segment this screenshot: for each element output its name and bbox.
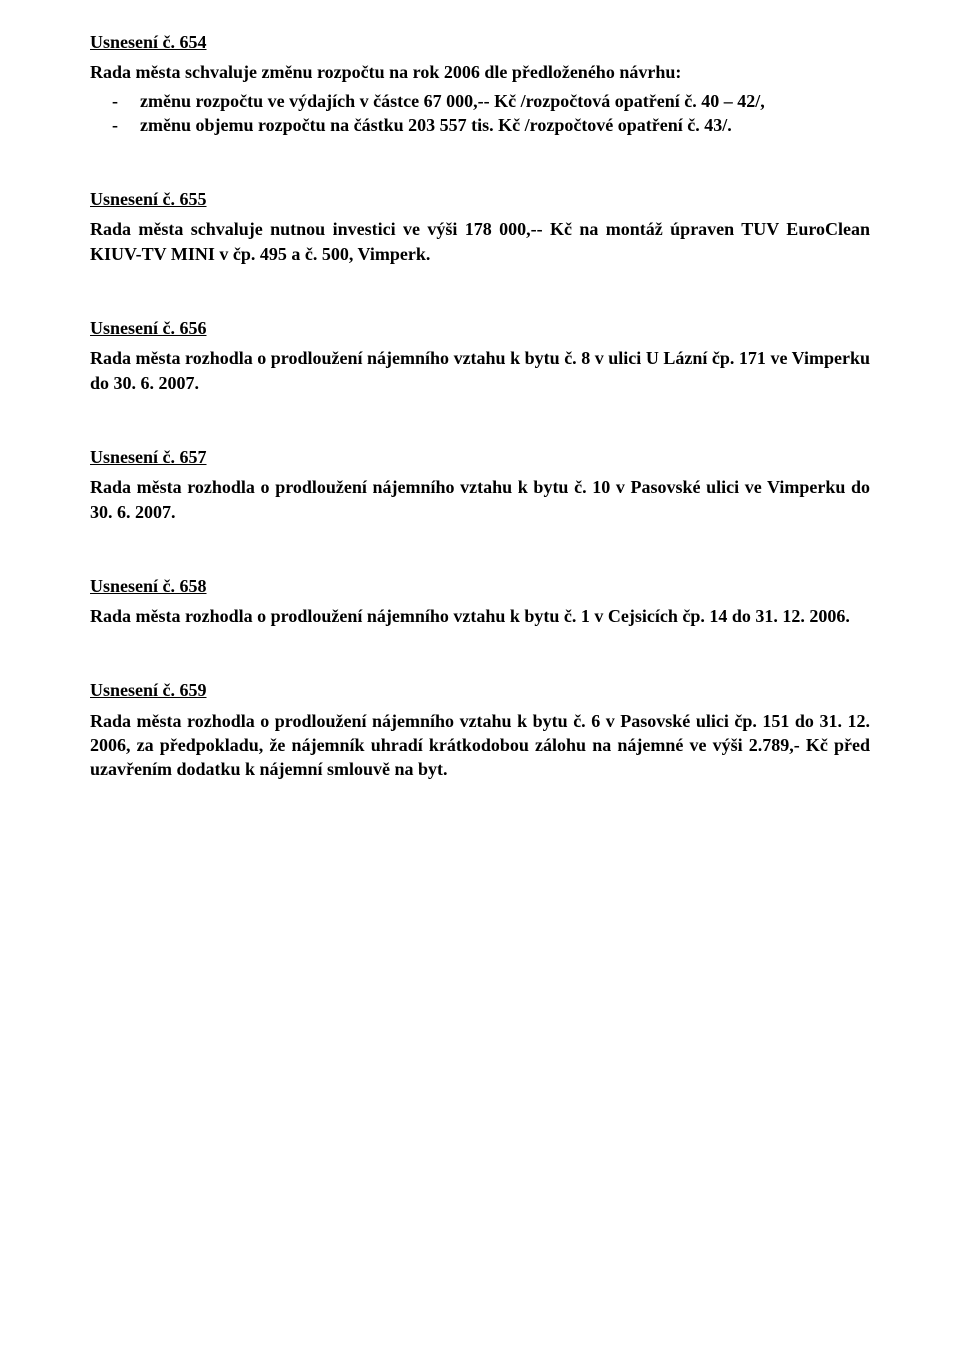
resolution-block: Usnesení č. 655 Rada města schvaluje nut… (90, 187, 870, 266)
resolution-body: Rada města rozhodla o prodloužení nájemn… (90, 346, 870, 395)
resolution-heading: Usnesení č. 659 (90, 678, 870, 702)
resolution-heading: Usnesení č. 655 (90, 187, 870, 211)
bullet-item: - změnu objemu rozpočtu na částku 203 55… (90, 113, 870, 137)
bullet-text: změnu objemu rozpočtu na částku 203 557 … (140, 113, 870, 137)
resolution-heading: Usnesení č. 657 (90, 445, 870, 469)
resolution-block: Usnesení č. 656 Rada města rozhodla o pr… (90, 316, 870, 395)
resolution-block: Usnesení č. 654 Rada města schvaluje změ… (90, 30, 870, 137)
resolution-body: Rada města rozhodla o prodloužení nájemn… (90, 475, 870, 524)
bullet-item: - změnu rozpočtu ve výdajích v částce 67… (90, 89, 870, 113)
bullet-text: změnu rozpočtu ve výdajích v částce 67 0… (140, 89, 870, 113)
resolution-heading: Usnesení č. 658 (90, 574, 870, 598)
document-page: Usnesení č. 654 Rada města schvaluje změ… (0, 0, 960, 1347)
resolution-body: Rada města schvaluje nutnou investici ve… (90, 217, 870, 266)
resolution-heading: Usnesení č. 656 (90, 316, 870, 340)
resolution-intro: Rada města schvaluje změnu rozpočtu na r… (90, 60, 870, 84)
resolution-block: Usnesení č. 657 Rada města rozhodla o pr… (90, 445, 870, 524)
resolution-block: Usnesení č. 658 Rada města rozhodla o pr… (90, 574, 870, 629)
bullet-dash: - (90, 89, 140, 113)
resolution-block: Usnesení č. 659 Rada města rozhodla o pr… (90, 678, 870, 781)
resolution-bullets: - změnu rozpočtu ve výdajích v částce 67… (90, 89, 870, 138)
resolution-heading: Usnesení č. 654 (90, 30, 870, 54)
resolution-body: Rada města rozhodla o prodloužení nájemn… (90, 604, 870, 628)
bullet-dash: - (90, 113, 140, 137)
resolution-body: Rada města rozhodla o prodloužení nájemn… (90, 709, 870, 782)
